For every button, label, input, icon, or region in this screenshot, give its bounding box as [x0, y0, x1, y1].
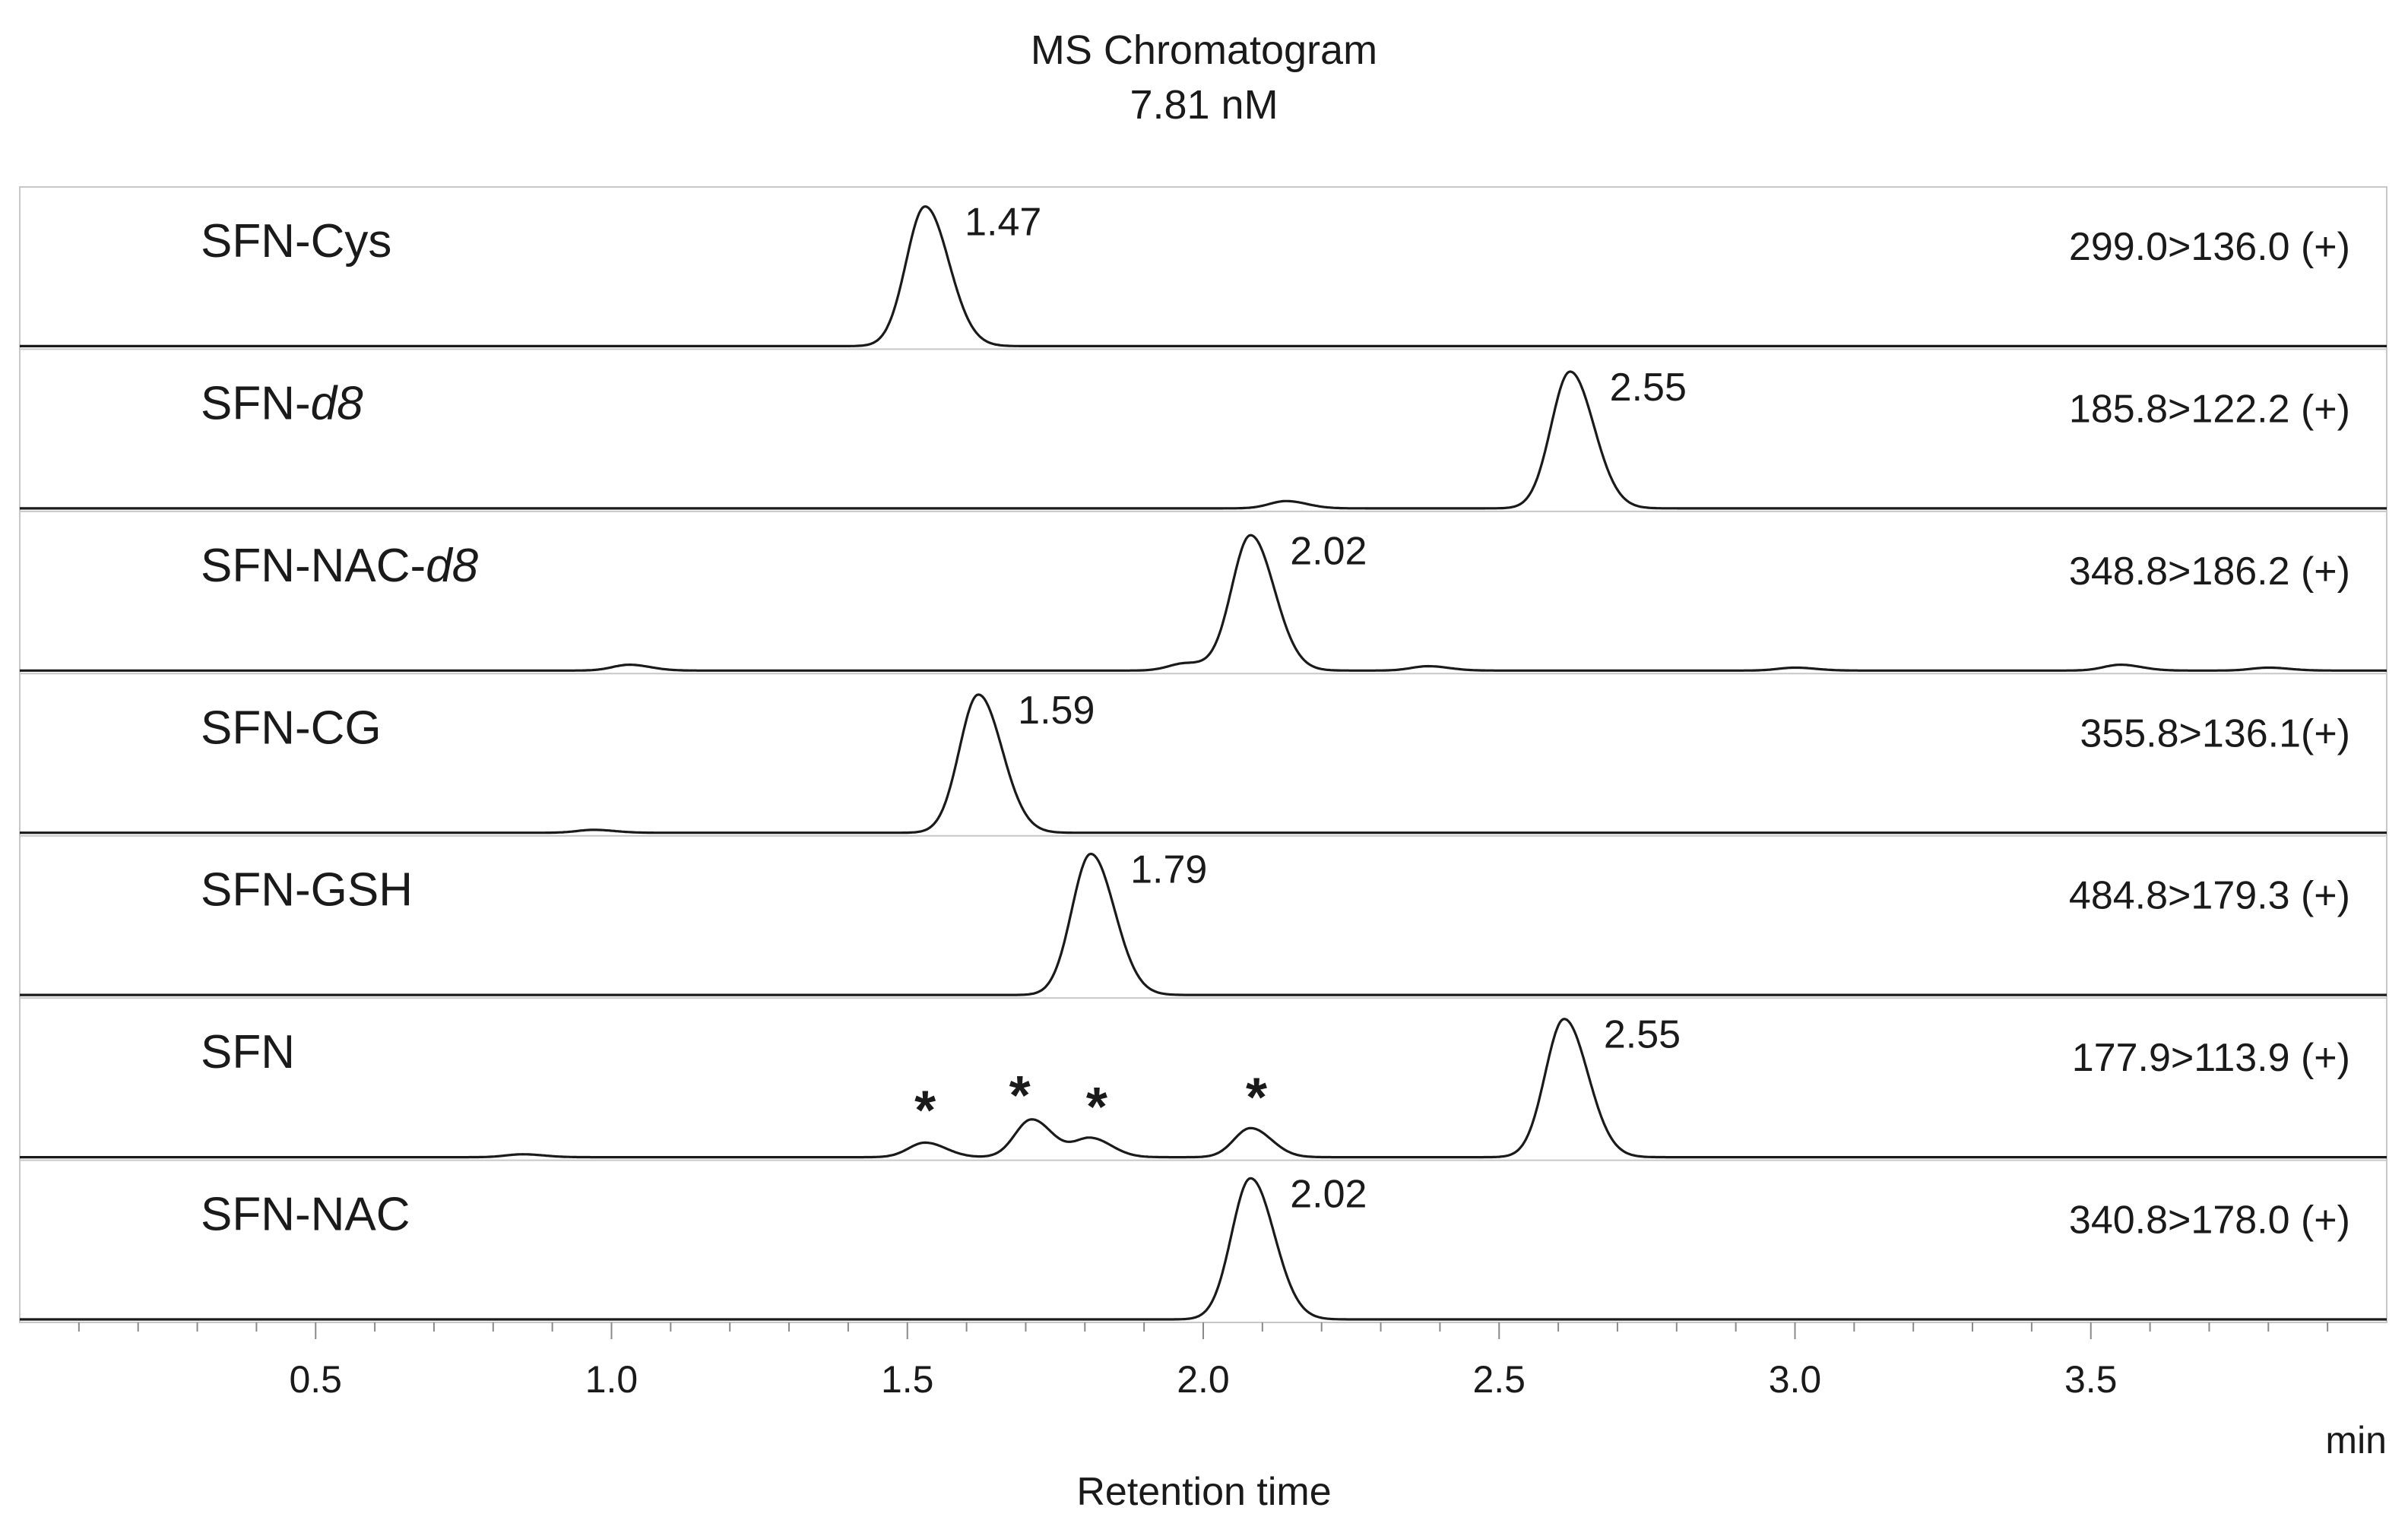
- trace-line: [20, 1177, 2387, 1321]
- trace-panel-sfn-cys: SFN-Cys 299.0>136.0 (+) 1.47: [20, 201, 2387, 347]
- peak-rt-label: 2.55: [1604, 1013, 1681, 1057]
- chart-title: MS Chromatogram: [1030, 27, 1378, 73]
- trace-line: [20, 1018, 2387, 1159]
- plot-frame: [19, 186, 2387, 1323]
- trace-panel-sfn-nac: SFN-NAC 340.8>178.0 (+) 2.02: [20, 1159, 2387, 1321]
- compound-label-part: SFN-Cys: [201, 215, 391, 268]
- chart-subtitle: 7.81 nM: [1130, 82, 1278, 128]
- transition-label: 355.8>136.1(+): [2080, 711, 2350, 755]
- compound-label: SFN-CG: [201, 701, 382, 754]
- compound-label: SFN-NAC: [201, 1189, 410, 1241]
- x-tick-label: 2.0: [1177, 1358, 1230, 1401]
- trace-line: [20, 534, 2387, 672]
- compound-label-part: SFN-NAC: [201, 1189, 410, 1241]
- peak-rt-label: 1.47: [965, 201, 1041, 245]
- trace-line: [20, 693, 2387, 835]
- trace-panel-sfn-nac-d8: SFN-NAC-d8 348.8>186.2 (+) 2.02: [20, 510, 2387, 672]
- peak-rt-label: 2.02: [1290, 1172, 1367, 1216]
- compound-label-part: SFN: [201, 1026, 295, 1078]
- compound-label: SFN-NAC-d8: [201, 540, 479, 592]
- compound-label: SFN-GSH: [201, 864, 413, 917]
- trace-line: [20, 852, 2387, 996]
- trace-panel-sfn-d8: SFN-d8 185.8>122.2 (+) 2.55: [20, 348, 2387, 510]
- peak-rt-label: 2.02: [1290, 529, 1367, 573]
- trace-line: [20, 370, 2387, 510]
- compound-label-part: d8: [311, 377, 363, 429]
- transition-label: 348.8>186.2 (+): [2069, 549, 2350, 594]
- compound-label-part: SFN-: [201, 377, 311, 429]
- trace-panel-sfn-gsh: SFN-GSH 484.8>179.3 (+) 1.79: [20, 835, 2387, 996]
- compound-label-part: SFN-CG: [201, 701, 382, 754]
- impurity-asterisk: *: [914, 1080, 936, 1141]
- compound-label: SFN-d8: [201, 377, 363, 429]
- x-tick-label: 3.0: [1769, 1358, 1822, 1401]
- transition-label: 177.9>113.9 (+): [2072, 1036, 2350, 1080]
- peak-rt-label: 2.55: [1610, 366, 1687, 410]
- x-axis-label: Retention time: [1076, 1470, 1331, 1514]
- x-axis: 0.5 1.0 1.5 2.0 2.5 3.0 3.5: [78, 1322, 2329, 1401]
- transition-label: 484.8>179.3 (+): [2069, 874, 2350, 918]
- trace-panel-sfn: SFN 177.9>113.9 (+) 2.55 * * * *: [20, 997, 2387, 1159]
- trace-panels: SFN-Cys 299.0>136.0 (+) 1.47 SFN-d8 185.8>12…: [19, 186, 2387, 1323]
- transition-label: 340.8>178.0 (+): [2069, 1199, 2350, 1243]
- x-axis-unit: min: [2325, 1419, 2387, 1462]
- chart-title-block: MS Chromatogram 7.81 nM: [0, 23, 2408, 132]
- impurity-asterisk: *: [1246, 1068, 1267, 1129]
- x-tick-label: 3.5: [2064, 1358, 2118, 1401]
- peak-rt-label: 1.79: [1130, 847, 1207, 892]
- x-tick-label: 1.0: [585, 1358, 638, 1401]
- peak-rt-label: 1.59: [1018, 689, 1095, 733]
- x-tick-label: 0.5: [289, 1358, 342, 1401]
- x-tick-label: 2.5: [1472, 1358, 1526, 1401]
- x-tick-label: 1.5: [881, 1358, 934, 1401]
- compound-label: SFN: [201, 1026, 295, 1078]
- transition-label: 299.0>136.0 (+): [2069, 225, 2350, 269]
- compound-label-part: d8: [426, 540, 478, 592]
- trace-panel-sfn-cg: SFN-CG 355.8>136.1(+) 1.59: [20, 673, 2387, 835]
- compound-label: SFN-Cys: [201, 215, 391, 268]
- compound-label-part: SFN-NAC-: [201, 540, 426, 592]
- impurity-asterisk: *: [1009, 1066, 1031, 1126]
- transition-label: 185.8>122.2 (+): [2069, 387, 2350, 431]
- impurity-asterisk: *: [1086, 1077, 1107, 1138]
- trace-line: [20, 205, 2387, 347]
- compound-label-part: SFN-GSH: [201, 864, 413, 917]
